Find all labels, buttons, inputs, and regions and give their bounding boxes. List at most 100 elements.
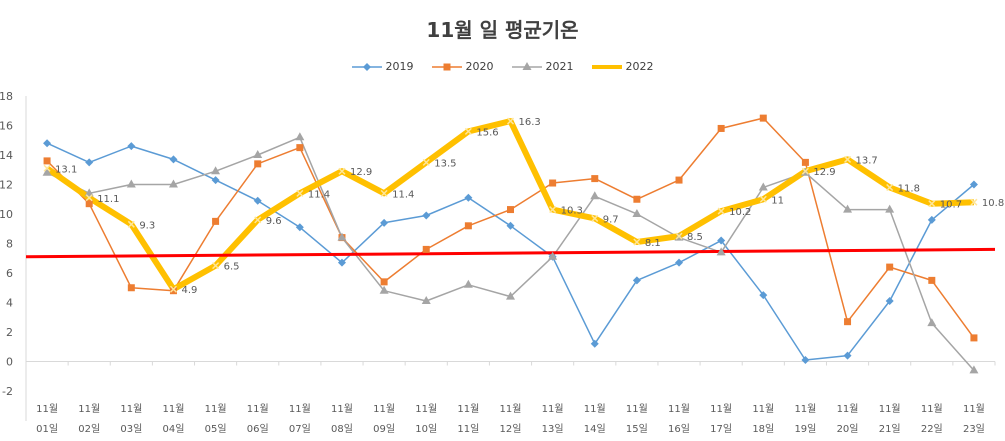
- data-point-2022: [254, 216, 262, 224]
- y-tick-label: 12: [0, 179, 13, 192]
- data-label: 16.3: [519, 117, 541, 128]
- chart-title: 11월 일 평균기온: [426, 18, 579, 42]
- x-tick-label: 13일: [542, 423, 564, 435]
- y-tick-label: 2: [6, 326, 13, 339]
- data-label: 12.9: [813, 167, 835, 178]
- y-tick-label: 4: [6, 297, 13, 310]
- legend-swatch: [511, 61, 542, 70]
- data-point-2020: [380, 278, 388, 286]
- data-point-2022: [717, 207, 725, 215]
- data-point-2019: [759, 291, 768, 300]
- data-point-2019: [590, 339, 599, 348]
- data-point-2020: [886, 263, 894, 271]
- data-label: 11.8: [898, 183, 920, 194]
- y-tick-label: 10: [0, 208, 13, 221]
- data-point-2021: [463, 279, 473, 288]
- legend-swatch: [351, 62, 382, 71]
- x-tick-label: 05일: [205, 423, 227, 435]
- x-tick-label: 22일: [921, 423, 943, 435]
- data-point-2019: [253, 196, 262, 205]
- data-label: 11: [771, 195, 784, 206]
- legend-label: 2019: [385, 60, 414, 73]
- data-point-2022: [549, 206, 557, 214]
- data-point-2022: [886, 183, 894, 191]
- data-point-2021: [42, 167, 52, 176]
- x-tick-label: 11월: [120, 403, 142, 415]
- data-label: 10.3: [561, 206, 583, 217]
- data-point-2020: [296, 144, 304, 152]
- data-point-2021: [590, 191, 600, 200]
- data-point-2022: [591, 214, 599, 222]
- trend-line: [25, 247, 996, 259]
- x-tick-label: 11월: [457, 403, 479, 415]
- data-label: 4.9: [181, 285, 197, 296]
- data-point-2020: [464, 222, 472, 230]
- data-point-2020: [43, 157, 51, 165]
- data-point-2022: [127, 220, 135, 228]
- data-point-2020: [633, 195, 641, 203]
- x-tick-label: 01일: [36, 423, 58, 435]
- x-tick-label: 07일: [289, 423, 311, 435]
- data-point-2022: [759, 195, 767, 203]
- data-point-2022: [85, 194, 93, 202]
- data-label: 11.4: [308, 189, 330, 200]
- data-point-2020: [549, 179, 557, 187]
- data-point-2019: [211, 176, 220, 185]
- data-label: 9.3: [139, 220, 155, 231]
- legend-swatch: [431, 63, 462, 70]
- data-point-2020: [169, 287, 177, 295]
- data-label: 15.6: [476, 127, 498, 138]
- data-label: 8.1: [645, 238, 661, 249]
- data-point-2019: [717, 236, 726, 245]
- data-point-2019: [464, 193, 473, 202]
- legend-label: 2021: [545, 60, 574, 73]
- x-tick-label: 21일: [879, 423, 901, 435]
- data-point-2019: [843, 351, 852, 360]
- y-tick-label: 16: [0, 120, 13, 133]
- data-point-2021: [632, 209, 642, 217]
- x-tick-label: 11월: [542, 403, 564, 415]
- data-point-2020: [507, 206, 514, 214]
- data-point-2021: [548, 251, 558, 260]
- data-label: 6.5: [224, 262, 240, 273]
- data-label: 12.9: [350, 167, 372, 178]
- y-tick-label: 6: [6, 267, 13, 280]
- data-label: 10.7: [940, 200, 962, 211]
- data-point-2021: [168, 179, 178, 188]
- y-tick-label: -2: [2, 385, 13, 398]
- data-point-2022: [844, 155, 852, 163]
- data-point-2022: [43, 164, 51, 172]
- x-tick-label: 11월: [668, 403, 690, 415]
- legend-label: 2022: [625, 60, 654, 73]
- x-tick-label: 11월: [584, 403, 606, 415]
- data-point-2019: [85, 158, 94, 167]
- x-tick-label: 04일: [162, 423, 184, 435]
- series-line-2022: [45, 118, 975, 293]
- x-tick-label: 23일: [963, 423, 985, 435]
- x-tick-label: 11월: [752, 403, 774, 415]
- x-tick-label: 11월: [879, 403, 901, 415]
- data-point-2022: [928, 200, 936, 208]
- data-label: 8.5: [687, 232, 703, 243]
- x-tick-label: 11월: [710, 403, 732, 415]
- x-tick-label: 14일: [584, 423, 606, 435]
- x-tick-label: 11월: [36, 403, 58, 415]
- data-point-2019: [169, 155, 178, 164]
- data-point-2022: [675, 232, 683, 240]
- data-point-2022: [970, 198, 978, 206]
- data-point-2020: [212, 217, 220, 225]
- x-tick-label: 19일: [794, 423, 816, 435]
- data-point-2022: [296, 189, 304, 197]
- x-tick-label: 11월: [921, 403, 943, 415]
- data-point-2022: [506, 117, 515, 125]
- data-point-2022: [169, 285, 177, 293]
- data-point-2020: [844, 318, 852, 326]
- data-point-2019: [801, 356, 810, 365]
- data-point-2020: [717, 124, 725, 132]
- x-tick-label: 11월: [415, 403, 437, 415]
- data-point-2020: [591, 175, 599, 183]
- data-point-2022: [380, 189, 388, 197]
- x-tick-label: 20일: [837, 423, 859, 435]
- data-point-2022: [633, 238, 641, 246]
